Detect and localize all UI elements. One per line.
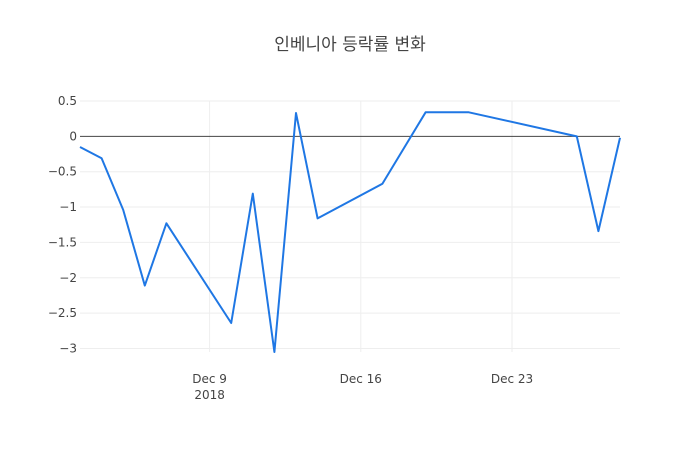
y-tick-label: −1 bbox=[59, 200, 77, 214]
data-point bbox=[596, 229, 600, 233]
y-tick-label: −1.5 bbox=[48, 235, 77, 249]
data-point bbox=[380, 182, 384, 186]
y-tick-label: 0.5 bbox=[58, 94, 77, 108]
y-tick-label: −2 bbox=[59, 271, 77, 285]
data-point bbox=[100, 156, 104, 160]
x-tick-sublabel: 2018 bbox=[194, 388, 225, 402]
data-point bbox=[251, 192, 255, 196]
data-point bbox=[618, 136, 622, 140]
data-point bbox=[272, 350, 276, 354]
data-point bbox=[316, 216, 320, 220]
axes: 0.5 0 −0.5 −1 −1.5 −2 −2.5 −3 Dec 9 2018 Dec 16 Dec… bbox=[48, 94, 620, 402]
x-tick-label: Dec 23 bbox=[491, 372, 533, 386]
y-tick-label: −2.5 bbox=[48, 306, 77, 320]
data-point bbox=[121, 208, 125, 212]
data-point bbox=[294, 111, 298, 115]
y-tick-label: −0.5 bbox=[48, 165, 77, 179]
x-tick-label: Dec 16 bbox=[340, 372, 382, 386]
x-tick-label: Dec 9 bbox=[192, 372, 227, 386]
chart-title: 인베니아 등락률 변화 bbox=[274, 35, 426, 55]
grid bbox=[80, 100, 620, 352]
data-point bbox=[575, 134, 579, 138]
series-line bbox=[79, 111, 621, 353]
data-point bbox=[143, 284, 147, 288]
y-tick-label: −3 bbox=[59, 341, 77, 355]
y-tick-label: 0 bbox=[69, 129, 77, 143]
data-point bbox=[78, 145, 82, 149]
data-point bbox=[467, 110, 471, 114]
data-point bbox=[229, 321, 233, 325]
series-layer bbox=[78, 110, 622, 354]
data-point bbox=[164, 221, 168, 225]
data-point bbox=[424, 110, 428, 114]
